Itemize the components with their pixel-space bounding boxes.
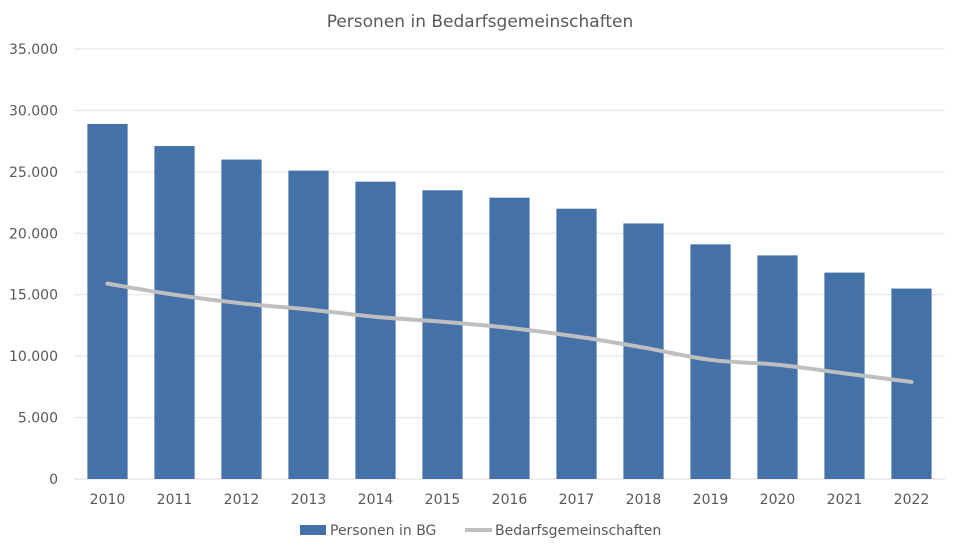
x-tick-label: 2012 [224,492,260,508]
y-tick-label: 0 [49,472,58,488]
bar-personen-2015 [422,190,463,480]
bar-personen-2016 [489,197,530,479]
x-tick-label: 2015 [425,492,461,508]
x-tick-label: 2017 [559,492,595,508]
x-tick-label: 2010 [90,492,126,508]
x-tick-label: 2022 [894,492,930,508]
y-tick-label: 5.000 [18,411,58,427]
bar-personen-2011 [154,146,195,480]
legend: Personen in BG Bedarfsgemeinschaften [300,523,661,539]
x-axis-ticks: 2010 2011 2012 2013 2014 2015 2016 2017 2018 2019… [90,492,930,508]
bar-personen-2012 [221,159,262,480]
y-tick-label: 10.000 [9,349,58,365]
y-tick-label: 25.000 [9,165,58,181]
bar-personen-2014 [355,181,396,479]
y-tick-label: 15.000 [9,288,58,304]
y-tick-label: 35.000 [9,42,58,58]
line-series [105,281,914,384]
x-tick-label: 2013 [291,492,327,508]
chart-title: Personen in Bedarfsgemeinschaften [327,12,634,32]
x-tick-label: 2021 [827,492,863,508]
x-tick-label: 2011 [157,492,193,508]
x-tick-label: 2014 [358,492,394,508]
x-tick-label: 2019 [693,492,729,508]
bar-personen-2013 [288,170,329,479]
x-tick-label: 2020 [760,492,796,508]
y-axis-ticks: 0 5.000 10.000 15.000 20.000 25.000 30.000 35.0… [9,42,58,488]
legend-label-personen: Personen in BG [330,523,436,539]
x-tick-label: 2018 [626,492,662,508]
bar-personen-2010 [87,123,128,479]
x-tick-label: 2016 [492,492,528,508]
y-tick-label: 30.000 [9,103,58,119]
y-tick-label: 20.000 [9,226,58,242]
bar-personen-2017 [556,208,597,479]
legend-label-bedarfsgemeinschaften: Bedarfsgemeinschaften [495,523,661,539]
bar-series [87,123,932,480]
legend-swatch-personen [300,525,326,535]
